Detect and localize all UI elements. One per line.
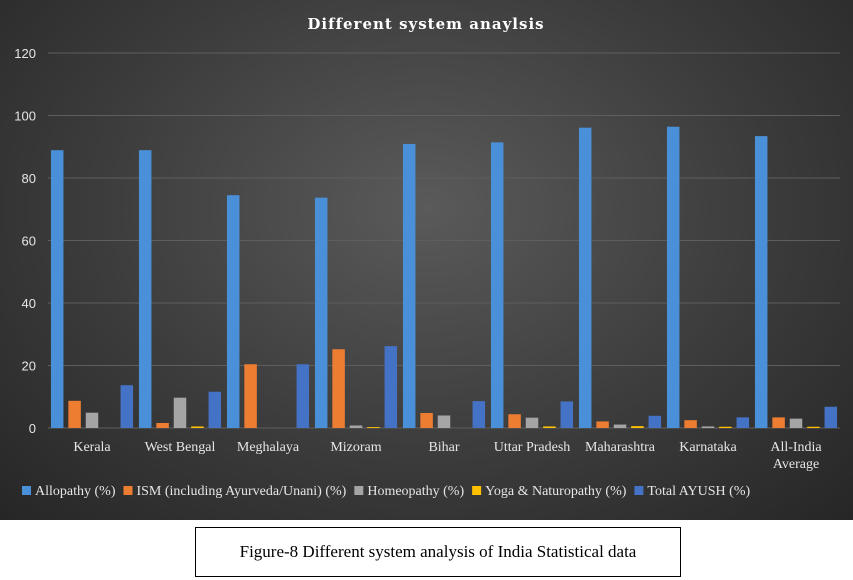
bar	[560, 401, 574, 428]
legend-label: Allopathy (%)	[35, 484, 116, 499]
bar	[314, 197, 328, 428]
x-tick-label: Uttar Pradesh	[494, 440, 571, 455]
legend-swatch	[123, 486, 133, 495]
bar	[613, 424, 627, 428]
bar	[296, 364, 310, 428]
y-tick-label: 120	[14, 46, 36, 61]
y-tick-label: 40	[22, 296, 36, 311]
bar	[754, 136, 768, 428]
bar	[578, 127, 592, 428]
bar	[420, 413, 433, 428]
bar	[772, 417, 785, 428]
y-tick-label: 20	[22, 359, 36, 374]
bar	[789, 418, 803, 428]
bar	[156, 423, 169, 428]
bar	[173, 397, 187, 428]
bar	[508, 414, 521, 428]
x-tick-label: Meghalaya	[237, 440, 300, 455]
legend-label: Yoga & Naturopathy (%)	[485, 484, 627, 499]
bar	[402, 143, 416, 428]
bar	[824, 406, 838, 428]
bar	[332, 349, 345, 428]
bar	[226, 195, 240, 428]
x-tick-label: Maharashtra	[585, 440, 656, 455]
legend-swatch	[354, 486, 364, 495]
chart-panel: Different system anaylsis 0 20 40 60 80 100 12…	[0, 0, 853, 520]
bar	[191, 426, 204, 428]
caption-text: Figure-8 Different system analysis of In…	[239, 542, 637, 561]
bar	[701, 426, 715, 428]
bar	[807, 426, 820, 428]
bar	[50, 150, 64, 428]
x-tick-label: Mizoram	[330, 440, 381, 455]
legend-swatch	[22, 486, 31, 495]
bar	[244, 364, 257, 428]
x-tick-label: West Bengal	[145, 440, 216, 455]
x-tick-label: Bihar	[428, 440, 459, 455]
legend-swatch	[634, 486, 644, 495]
y-axis-ticks: 0 20 40 60 80 100 120	[14, 46, 36, 436]
legend-label: Total AYUSH (%)	[647, 484, 750, 499]
bar	[596, 421, 609, 428]
bar	[719, 426, 732, 428]
bar	[648, 415, 662, 428]
chart-title: Different system anaylsis	[307, 15, 544, 33]
bar	[472, 401, 486, 428]
bar	[68, 400, 81, 428]
bar	[631, 426, 644, 428]
legend-label: Homeopathy (%)	[367, 484, 464, 499]
legend-label: ISM (including Ayurveda/Unani) (%)	[136, 484, 346, 499]
figure-caption: Figure-8 Different system analysis of In…	[195, 527, 681, 577]
x-tick-label: Kerala	[73, 440, 111, 455]
bar	[349, 425, 363, 428]
bar	[85, 412, 99, 428]
y-tick-label: 60	[22, 234, 36, 249]
bar	[384, 346, 398, 428]
bar	[437, 415, 451, 428]
bar	[543, 426, 556, 428]
y-tick-label: 80	[22, 171, 36, 186]
y-tick-label: 100	[14, 109, 36, 124]
y-tick-label: 0	[29, 421, 36, 436]
bar	[666, 126, 680, 428]
bar	[367, 427, 380, 428]
bar	[525, 417, 539, 428]
x-axis-ticks: Kerala West Bengal Meghalaya Mizoram Bihar Ut…	[73, 440, 822, 472]
bar	[736, 417, 750, 428]
bar	[684, 420, 697, 428]
x-tick-label: All-India	[770, 440, 822, 455]
legend-swatch	[472, 486, 482, 495]
legend: Allopathy (%) ISM (including Ayurveda/Una…	[22, 484, 750, 499]
bar	[120, 385, 134, 428]
gridlines	[48, 52, 840, 429]
bar-chart: Different system anaylsis 0 20 40 60 80 100 12…	[14, 15, 840, 499]
bars	[50, 126, 838, 428]
x-tick-label: Average	[773, 457, 819, 472]
bar	[208, 391, 222, 428]
bar	[138, 150, 152, 428]
x-tick-label: Karnataka	[679, 440, 737, 455]
bar	[490, 142, 504, 428]
